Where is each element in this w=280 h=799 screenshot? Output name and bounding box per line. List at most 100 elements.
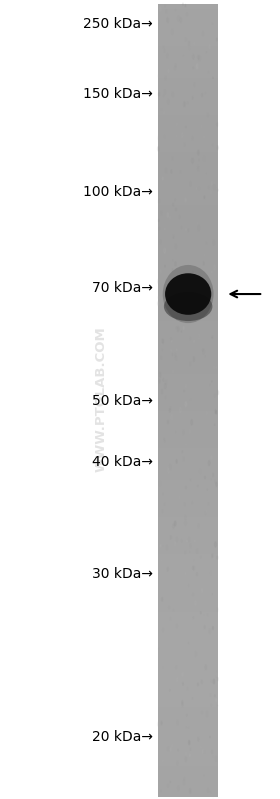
Bar <box>158 543 218 549</box>
Bar <box>158 52 218 57</box>
Circle shape <box>209 629 211 634</box>
Circle shape <box>216 411 217 414</box>
Bar <box>158 78 218 83</box>
Circle shape <box>205 665 207 670</box>
Circle shape <box>209 303 210 306</box>
Bar <box>158 321 218 327</box>
Circle shape <box>162 177 163 180</box>
Circle shape <box>196 64 198 69</box>
Bar <box>158 284 218 289</box>
Bar <box>158 602 218 607</box>
Circle shape <box>159 482 161 486</box>
Ellipse shape <box>164 292 213 321</box>
Circle shape <box>164 559 165 562</box>
Circle shape <box>176 123 177 125</box>
Circle shape <box>188 661 190 664</box>
Circle shape <box>198 737 199 741</box>
Bar <box>158 454 218 459</box>
Circle shape <box>207 85 209 90</box>
Circle shape <box>217 146 218 149</box>
Circle shape <box>190 305 191 309</box>
Circle shape <box>192 97 193 99</box>
Circle shape <box>182 451 183 453</box>
Bar <box>158 411 218 416</box>
Bar <box>158 697 218 702</box>
Circle shape <box>208 232 210 237</box>
Circle shape <box>170 618 171 620</box>
Bar <box>158 295 218 300</box>
Bar <box>158 739 218 745</box>
Text: 100 kDa→: 100 kDa→ <box>83 185 153 199</box>
Circle shape <box>214 695 215 697</box>
Circle shape <box>185 573 186 574</box>
Bar <box>158 401 218 406</box>
Circle shape <box>167 18 169 22</box>
Bar <box>158 14 218 20</box>
Circle shape <box>174 521 176 526</box>
Circle shape <box>192 698 193 699</box>
Circle shape <box>212 23 213 24</box>
Circle shape <box>161 389 163 394</box>
Circle shape <box>181 368 183 372</box>
Circle shape <box>158 220 159 221</box>
Circle shape <box>186 714 187 716</box>
Bar <box>158 210 218 216</box>
Circle shape <box>160 545 161 547</box>
Circle shape <box>158 280 159 284</box>
Bar <box>158 549 218 554</box>
Circle shape <box>167 283 168 287</box>
Circle shape <box>217 391 219 395</box>
Circle shape <box>198 290 199 295</box>
Circle shape <box>158 75 159 77</box>
Text: 70 kDa→: 70 kDa→ <box>92 280 153 295</box>
Circle shape <box>196 301 197 304</box>
Circle shape <box>188 538 190 542</box>
Bar <box>158 67 218 73</box>
Circle shape <box>165 76 166 80</box>
Circle shape <box>162 760 163 761</box>
Bar <box>158 539 218 543</box>
Bar <box>158 258 218 263</box>
Circle shape <box>192 272 193 274</box>
Circle shape <box>188 64 189 67</box>
Bar <box>158 702 218 707</box>
Circle shape <box>198 225 200 231</box>
Circle shape <box>185 752 187 755</box>
Bar <box>158 200 218 205</box>
Circle shape <box>174 542 176 546</box>
Bar <box>158 189 218 194</box>
Bar <box>158 581 218 586</box>
Bar <box>158 491 218 496</box>
Circle shape <box>176 459 177 463</box>
Ellipse shape <box>163 265 214 323</box>
Bar <box>158 10 218 14</box>
Text: 50 kDa→: 50 kDa→ <box>92 394 153 408</box>
Bar <box>158 147 218 152</box>
Circle shape <box>213 185 215 190</box>
Circle shape <box>216 482 217 487</box>
Circle shape <box>161 754 163 759</box>
Bar <box>158 570 218 575</box>
Circle shape <box>196 549 198 553</box>
Circle shape <box>167 420 169 423</box>
Text: 30 kDa→: 30 kDa→ <box>92 566 153 581</box>
Circle shape <box>177 326 179 332</box>
Circle shape <box>203 349 204 354</box>
Circle shape <box>210 625 211 626</box>
Bar <box>158 173 218 178</box>
Circle shape <box>206 52 207 53</box>
Bar <box>158 89 218 94</box>
Bar <box>158 380 218 385</box>
Bar <box>158 612 218 618</box>
Circle shape <box>208 692 209 694</box>
Bar <box>158 464 218 470</box>
Bar <box>158 718 218 723</box>
Circle shape <box>199 469 201 473</box>
Text: WWW.PTGLAB.COM: WWW.PTGLAB.COM <box>94 327 107 472</box>
Bar <box>158 781 218 787</box>
Circle shape <box>162 459 164 463</box>
Circle shape <box>172 215 173 217</box>
Circle shape <box>194 740 195 741</box>
Circle shape <box>217 678 218 681</box>
Circle shape <box>170 536 171 539</box>
